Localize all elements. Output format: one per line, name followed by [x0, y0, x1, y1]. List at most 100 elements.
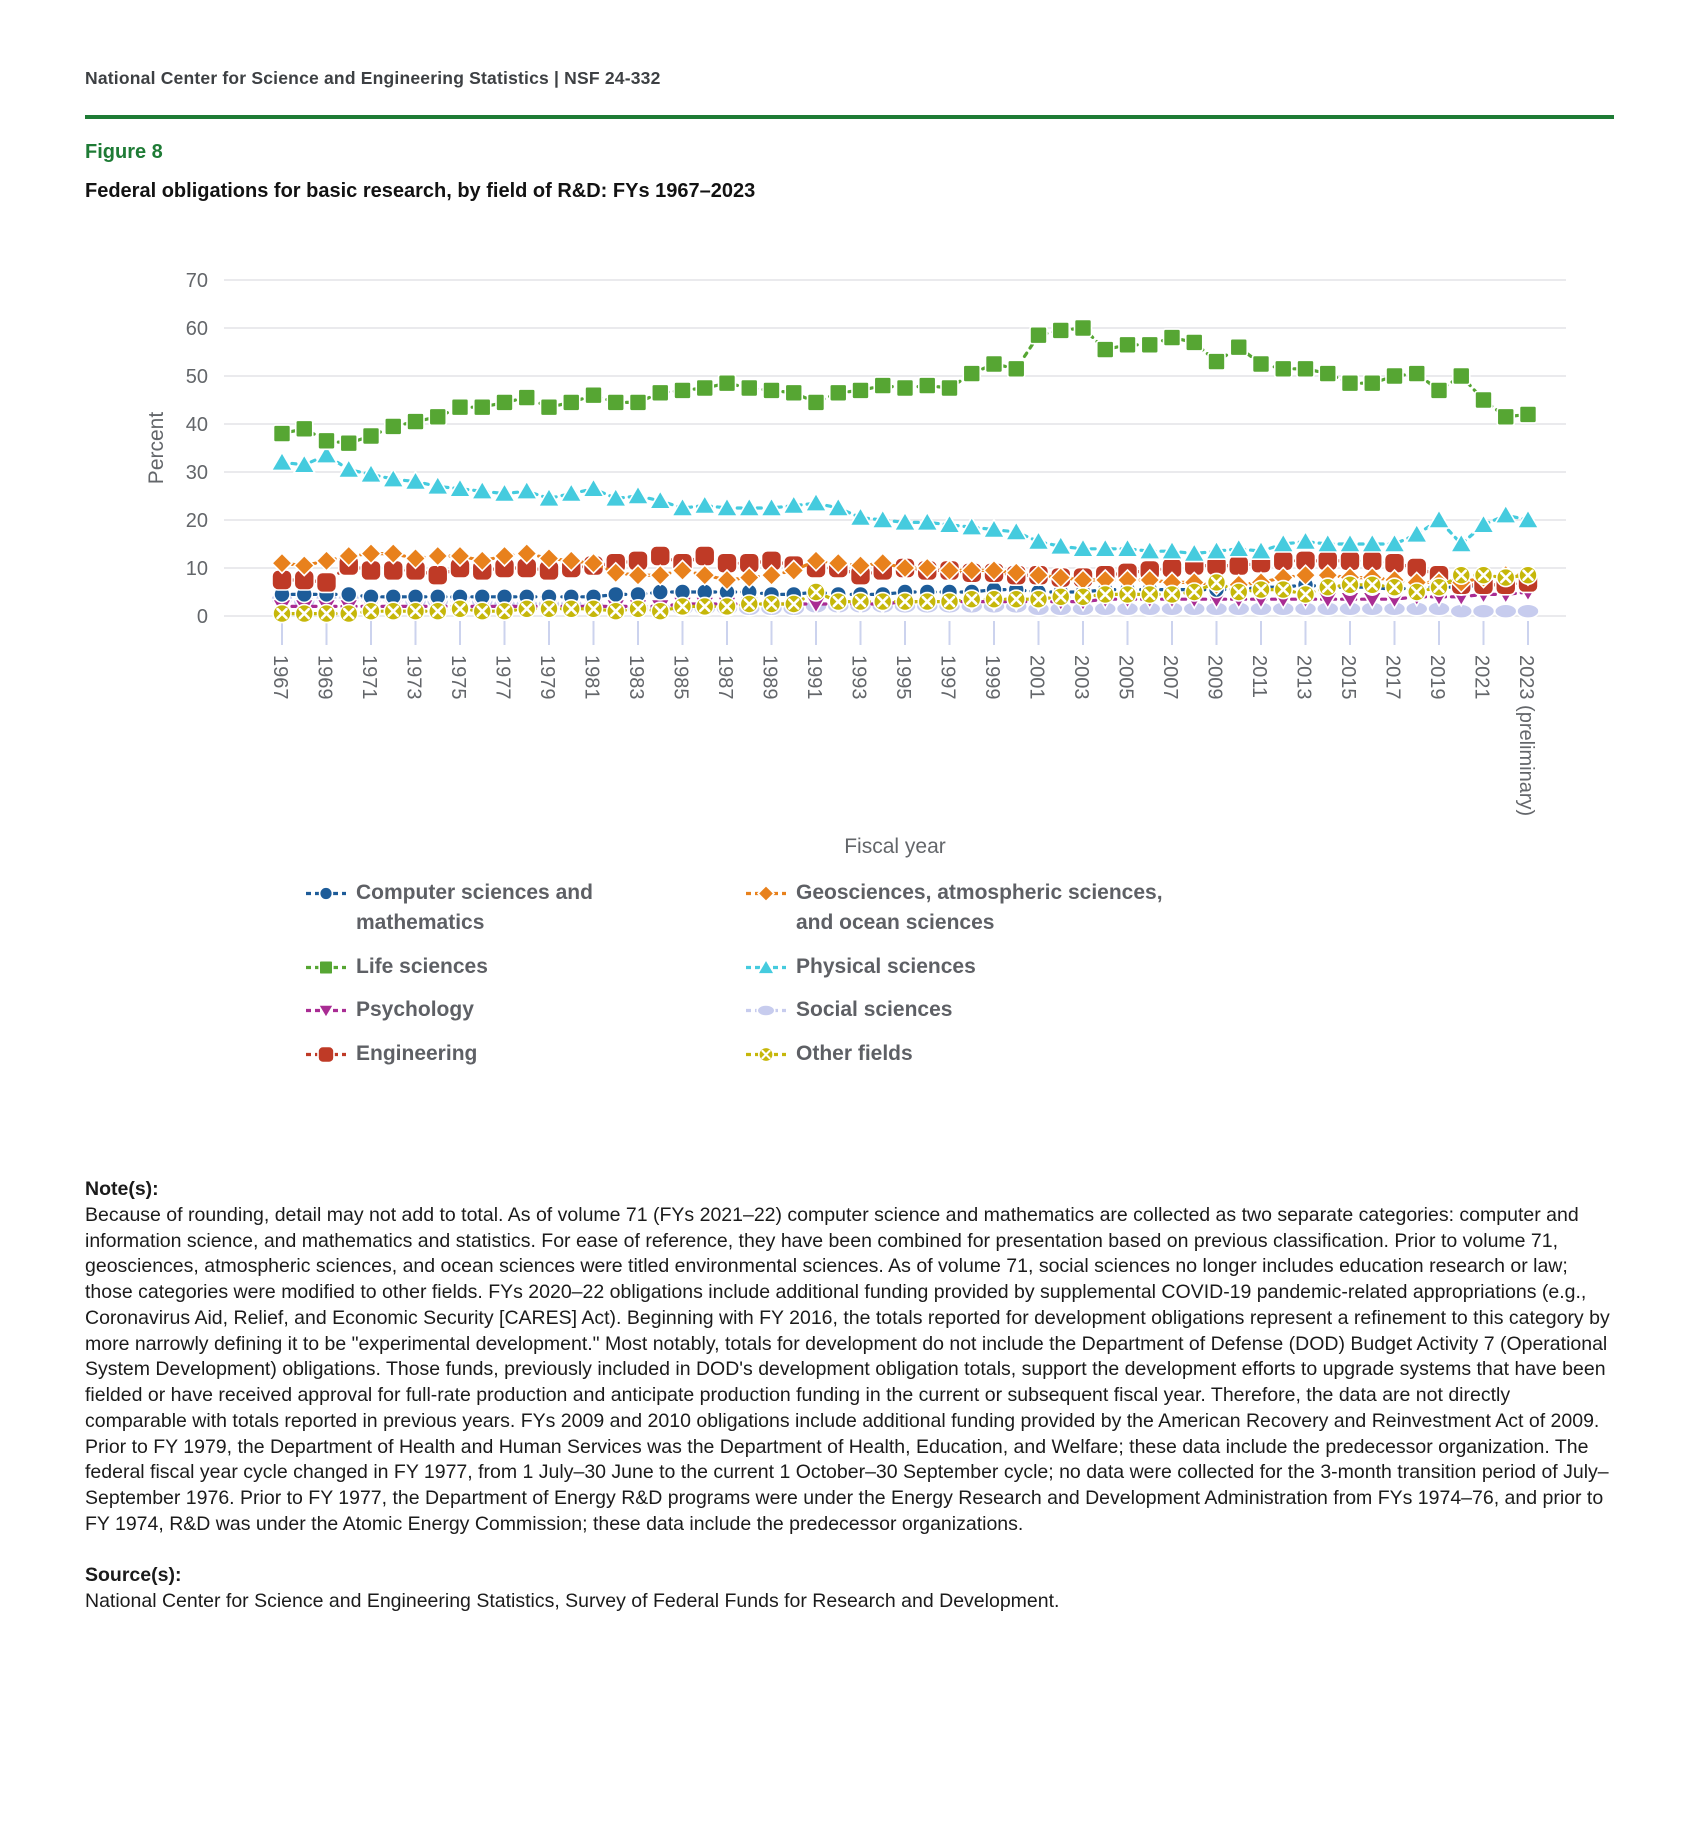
data-point-marker: [1005, 561, 1028, 584]
life-sciences-marker-icon: [306, 959, 346, 975]
data-point-marker: [715, 568, 739, 592]
data-point-marker: [651, 583, 670, 601]
data-point-marker: [581, 477, 606, 498]
data-point-marker: [470, 479, 495, 500]
y-tick-label: 50: [186, 366, 208, 388]
notes-heading: Note(s):: [85, 1178, 159, 1201]
data-point-marker: [383, 417, 403, 436]
data-point-marker: [1029, 325, 1048, 345]
legend-item-social-sciences: Social sciences: [745, 995, 1191, 1025]
data-point-marker: [938, 559, 961, 582]
data-point-marker: [804, 491, 828, 512]
y-tick-label: 70: [186, 270, 208, 292]
data-point-marker: [292, 453, 317, 474]
x-tick-label: 2009: [1204, 655, 1226, 700]
data-point-marker: [425, 474, 450, 496]
data-point-marker: [756, 884, 776, 903]
series-life-sciences: [272, 318, 1538, 453]
data-point-marker: [515, 542, 538, 565]
x-tick-label: 2013: [1293, 655, 1315, 700]
x-tick-label: 1973: [403, 655, 425, 700]
data-point-marker: [406, 412, 425, 431]
x-tick-label: 1993: [848, 655, 870, 700]
marker-x-glyph: [1433, 581, 1445, 593]
data-point-marker: [1140, 335, 1160, 355]
data-point-marker: [517, 388, 537, 407]
marker-x-glyph: [1232, 586, 1245, 598]
data-point-marker: [648, 489, 673, 510]
data-point-marker: [317, 1045, 335, 1064]
data-point-marker: [671, 559, 694, 582]
legend-label: Psychology: [356, 998, 474, 1022]
data-point-marker: [359, 462, 383, 484]
legend-label: Social sciences: [796, 998, 953, 1022]
x-tick-label: 1985: [670, 655, 692, 700]
data-point-marker: [1162, 328, 1182, 347]
data-point-marker: [1360, 532, 1385, 553]
data-point-marker: [870, 508, 895, 529]
data-point-marker: [649, 564, 672, 587]
legend-label: Other fields: [796, 1041, 913, 1065]
data-point-marker: [917, 376, 937, 395]
marker-x-glyph: [787, 598, 800, 610]
marker-x-glyph: [1299, 588, 1312, 601]
marker-x-glyph: [1188, 586, 1201, 598]
x-axis-title: Fiscal year: [844, 835, 946, 858]
figure-title: Federal obligations for basic research, …: [85, 180, 756, 202]
marker-x-glyph: [721, 600, 733, 613]
data-point-marker: [561, 393, 581, 412]
psychology-marker-icon: [306, 1004, 346, 1020]
data-point-marker: [916, 556, 939, 580]
data-point-marker: [404, 547, 427, 570]
x-tick-label: 1971: [358, 655, 380, 700]
marker-x-glyph: [342, 607, 355, 620]
marker-x-glyph: [1121, 588, 1134, 601]
data-point-marker: [604, 561, 627, 584]
marker-x-glyph: [476, 605, 489, 617]
marker-x-glyph: [543, 603, 555, 615]
data-point-marker: [940, 378, 959, 398]
data-point-marker: [1315, 532, 1340, 553]
legend-label: Physical sciences: [796, 954, 976, 978]
data-point-marker: [317, 431, 336, 451]
x-tick-label: 2001: [1026, 655, 1048, 700]
data-point-marker: [1115, 537, 1140, 558]
data-point-marker: [628, 393, 648, 412]
data-point-marker: [1516, 508, 1540, 529]
data-point-marker: [539, 397, 559, 417]
data-point-marker: [1518, 405, 1538, 424]
data-point-marker: [1340, 373, 1360, 393]
marker-x-glyph: [632, 603, 644, 615]
legend-label: Engineering: [356, 1041, 478, 1065]
x-tick-label: 2019: [1426, 655, 1448, 700]
data-point-marker: [827, 552, 850, 575]
marker-x-glyph: [1455, 569, 1468, 581]
marker-x-glyph: [609, 605, 622, 617]
data-point-marker: [1404, 522, 1429, 544]
report-header: National Center for Science and Engineer…: [85, 68, 661, 88]
marker-x-glyph: [698, 600, 711, 613]
legend-column-left: Computer sciences and mathematics Life s…: [305, 878, 745, 1069]
data-point-marker: [1429, 381, 1449, 400]
legend-label: Computer sciences and mathematics: [356, 881, 593, 935]
x-tick-label: 1977: [492, 655, 514, 700]
data-point-marker: [826, 496, 851, 517]
data-point-marker: [1474, 390, 1493, 410]
x-tick-label: 2005: [1115, 655, 1137, 700]
marker-x-glyph: [654, 605, 667, 617]
data-point-marker: [871, 552, 894, 575]
marker-x-glyph: [1054, 591, 1067, 603]
marker-x-glyph: [810, 586, 822, 598]
marker-x-glyph: [1077, 591, 1089, 603]
data-point-marker: [756, 1004, 776, 1018]
data-point-marker: [848, 506, 873, 527]
legend-item-engineering: Engineering: [305, 1039, 745, 1069]
marker-x-glyph: [587, 603, 600, 615]
x-tick-label: 1999: [981, 655, 1003, 700]
marker-x-glyph: [1366, 579, 1379, 591]
data-point-marker: [314, 443, 339, 464]
x-tick-label: 1975: [447, 655, 469, 700]
data-point-marker: [1273, 359, 1293, 379]
marker-x-glyph: [1032, 593, 1045, 605]
data-point-marker: [270, 450, 294, 472]
